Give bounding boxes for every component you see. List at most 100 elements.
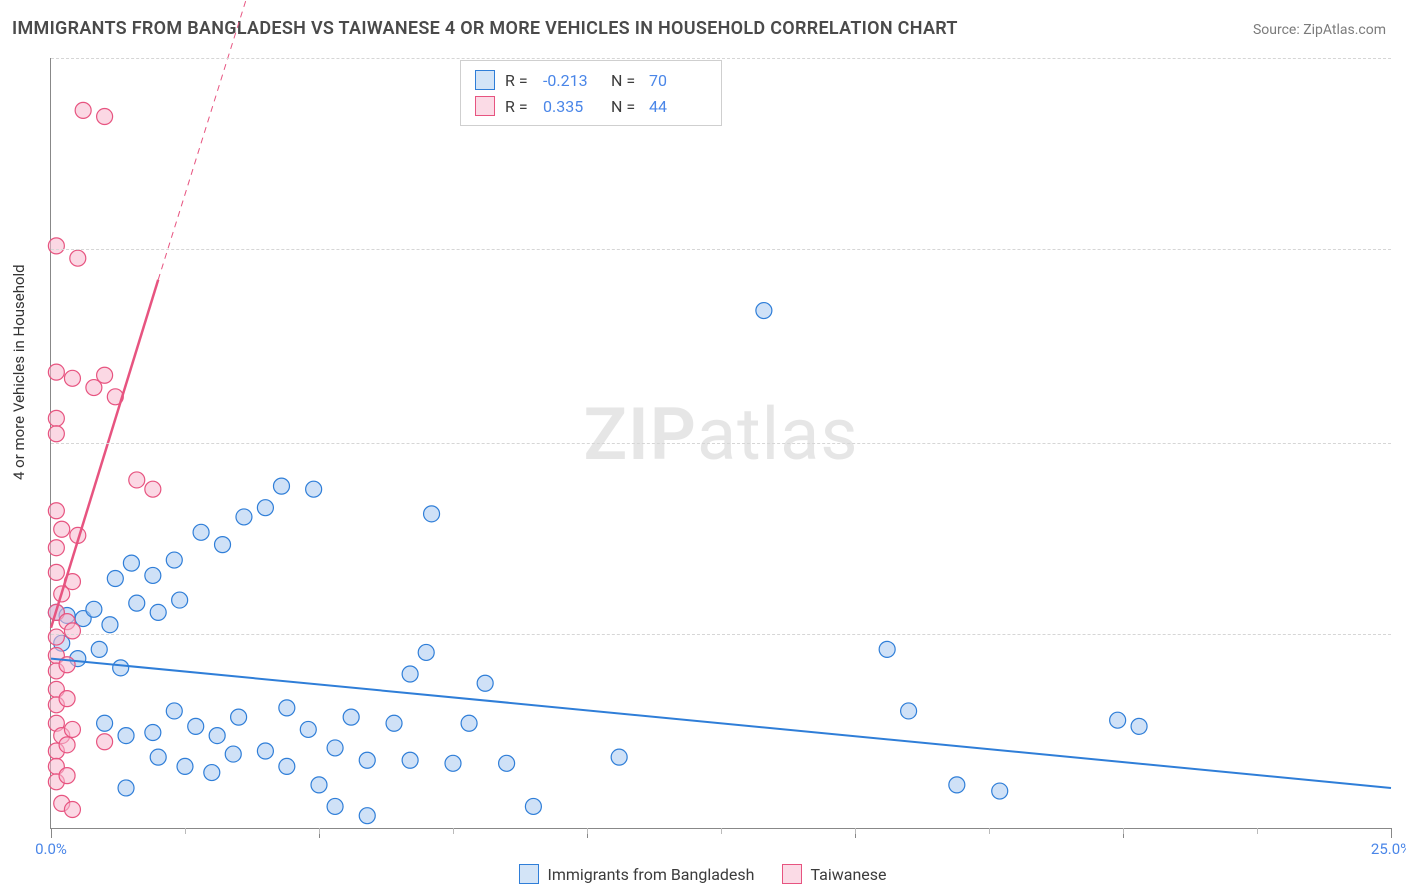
trend-line [51, 280, 158, 628]
data-point [75, 102, 91, 118]
trend-line-extrapolated [158, 0, 276, 280]
legend-series-label: Immigrants from Bangladesh [547, 865, 754, 884]
data-point [97, 367, 113, 383]
data-point [118, 780, 134, 796]
data-point [300, 721, 316, 737]
legend-series-item: Immigrants from Bangladesh [519, 864, 754, 884]
data-point [129, 595, 145, 611]
y-tick-label: 18.8% [1396, 240, 1406, 258]
data-point [257, 743, 273, 759]
data-point [145, 725, 161, 741]
legend-n-value: 44 [649, 97, 707, 116]
y-tick-label: 6.3% [1396, 625, 1406, 643]
data-point [48, 629, 64, 645]
data-point [97, 715, 113, 731]
data-point [48, 238, 64, 254]
data-point [113, 660, 129, 676]
trend-line [51, 659, 1391, 788]
x-tick-label: 0.0% [35, 840, 67, 858]
legend-r-label: R = [505, 71, 533, 90]
data-point [418, 644, 434, 660]
data-point [59, 691, 75, 707]
scatter-plot-area: ZIPatlas 6.3%12.5%18.8%25.0%0.0%25.0% [50, 58, 1391, 829]
data-point [327, 740, 343, 756]
data-point [107, 571, 123, 587]
data-point [177, 758, 193, 774]
legend-r-label: R = [505, 97, 533, 116]
data-point [129, 472, 145, 488]
data-point [445, 755, 461, 771]
data-point [172, 592, 188, 608]
legend-stats: R =-0.213N =70R =0.335N =44 [460, 60, 722, 126]
data-point [48, 540, 64, 556]
data-point [343, 709, 359, 725]
data-point [193, 524, 209, 540]
data-point [64, 623, 80, 639]
legend-series: Immigrants from Bangladesh Taiwanese [0, 864, 1406, 884]
data-point [54, 521, 70, 537]
data-point [150, 604, 166, 620]
data-point [306, 481, 322, 497]
data-point [402, 666, 418, 682]
data-point [91, 641, 107, 657]
data-point [477, 675, 493, 691]
data-point [48, 410, 64, 426]
data-point [879, 641, 895, 657]
x-tick-minor [319, 828, 320, 834]
data-point [1131, 718, 1147, 734]
data-point [118, 728, 134, 744]
data-point [1110, 712, 1126, 728]
data-point [424, 506, 440, 522]
data-point [359, 808, 375, 824]
data-point [611, 749, 627, 765]
x-tick-minor [989, 828, 990, 834]
data-point [145, 567, 161, 583]
data-point [59, 768, 75, 784]
data-point [525, 798, 541, 814]
legend-r-value: -0.213 [543, 71, 601, 90]
data-point [279, 700, 295, 716]
source-attribution: Source: ZipAtlas.com [1253, 22, 1386, 38]
x-tick-major [1391, 828, 1392, 838]
gridline [51, 58, 1391, 59]
data-point [48, 503, 64, 519]
data-point [64, 721, 80, 737]
legend-series-label: Taiwanese [810, 865, 886, 884]
y-axis-label: 4 or more Vehicles in Household [10, 264, 28, 480]
legend-swatch [782, 864, 802, 884]
x-tick-minor [855, 828, 856, 834]
chart-title: IMMIGRANTS FROM BANGLADESH VS TAIWANESE … [12, 18, 958, 39]
x-tick-major [51, 828, 52, 838]
legend-swatch [475, 96, 495, 116]
legend-r-value: 0.335 [543, 97, 601, 116]
data-point [48, 364, 64, 380]
data-point [231, 709, 247, 725]
data-point [257, 500, 273, 516]
data-point [901, 703, 917, 719]
legend-swatch [519, 864, 539, 884]
legend-stat-row: R = -0.213 N = 70 [475, 67, 707, 93]
y-tick-label: 12.5% [1396, 434, 1406, 452]
data-point [150, 749, 166, 765]
data-point [166, 552, 182, 568]
data-point [48, 564, 64, 580]
data-point [311, 777, 327, 793]
legend-stat-row: R =0.335N =44 [475, 93, 707, 119]
data-point [166, 703, 182, 719]
data-point [327, 798, 343, 814]
legend-n-value: 70 [649, 71, 707, 90]
x-tick-label: 25.0% [1371, 840, 1406, 858]
data-point [204, 765, 220, 781]
data-point [756, 303, 772, 319]
x-tick-minor [453, 828, 454, 834]
gridline [51, 249, 1391, 250]
data-point [461, 715, 477, 731]
data-point [209, 728, 225, 744]
legend-n-label: N = [611, 71, 639, 90]
data-point [225, 746, 241, 762]
gridline [51, 634, 1391, 635]
data-point [188, 718, 204, 734]
x-tick-minor [587, 828, 588, 834]
legend-series-item: Taiwanese [782, 864, 886, 884]
data-point [273, 478, 289, 494]
